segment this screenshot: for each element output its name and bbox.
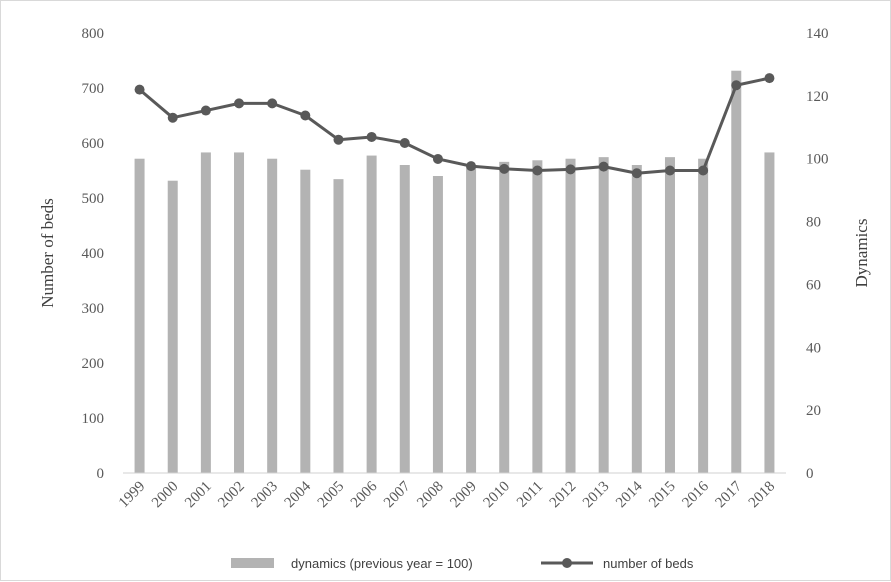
bar-series [134, 70, 775, 474]
bar [466, 165, 477, 473]
left-tick-label: 300 [82, 301, 105, 317]
x-tick-label: 2007 [381, 478, 414, 511]
bar [200, 152, 211, 473]
x-tick-label: 2016 [679, 478, 712, 511]
bar [366, 155, 377, 474]
legend-bar-swatch [231, 558, 274, 568]
bar [698, 158, 709, 473]
bar [532, 160, 543, 474]
line-point [664, 165, 675, 176]
x-tick-label: 2012 [547, 479, 580, 512]
x-tick-label: 2018 [746, 479, 779, 512]
bar [731, 70, 742, 473]
right-tick-label: 100 [806, 152, 829, 168]
line-point [167, 112, 178, 123]
bar [598, 157, 609, 473]
bar [664, 157, 675, 473]
bar [499, 161, 510, 473]
x-tick-label: 2010 [481, 479, 514, 512]
x-tick-label: 2001 [182, 479, 215, 512]
legend-bar-label: dynamics (previous year = 100) [291, 556, 473, 571]
bar [432, 176, 443, 473]
x-tick-label: 2005 [315, 479, 348, 512]
line-point [300, 110, 311, 121]
line-point [565, 164, 576, 175]
bar [300, 169, 311, 473]
line-point [532, 165, 543, 176]
left-tick-label: 800 [82, 26, 105, 42]
x-tick-label: 2011 [514, 479, 546, 511]
x-tick-label: 2003 [248, 479, 281, 512]
left-tick-label: 200 [82, 356, 105, 372]
bar [134, 158, 145, 473]
bar [399, 165, 410, 473]
y2-axis-title: Dynamics [852, 219, 871, 288]
left-tick-label: 700 [82, 81, 105, 97]
bar [234, 152, 245, 473]
line-point [466, 161, 477, 172]
x-tick-label: 2004 [282, 478, 315, 511]
line-point [200, 105, 211, 116]
bar [333, 179, 344, 473]
right-tick-label: 140 [806, 26, 829, 42]
x-tick-label: 2002 [215, 479, 248, 512]
bar [631, 165, 642, 473]
line-point [134, 84, 145, 95]
line-point [399, 138, 410, 148]
x-tick-label: 2017 [713, 478, 746, 511]
legend-line-label: number of beds [603, 556, 694, 571]
right-tick-label: 0 [806, 466, 814, 482]
line-path [138, 76, 770, 175]
left-tick-label: 100 [82, 411, 105, 427]
bar [764, 152, 775, 473]
x-axis-ticks: 1999 2000 2001 2002 2003 2004 2005 2006 2007 2008… [116, 478, 778, 511]
line-point [731, 80, 742, 91]
line-point [432, 153, 443, 164]
line-point [764, 73, 775, 84]
legend: dynamics (previous year = 100) number of… [231, 556, 694, 571]
x-tick-label: 1999 [116, 479, 149, 512]
x-tick-label: 2015 [646, 479, 679, 512]
line-point [267, 98, 278, 109]
left-tick-label: 600 [82, 136, 105, 152]
bar [267, 158, 278, 473]
line-point [499, 163, 510, 174]
right-tick-label: 120 [806, 89, 829, 105]
left-tick-label: 500 [82, 191, 105, 207]
x-tick-label: 2008 [414, 479, 447, 512]
right-tick-label: 80 [806, 215, 821, 231]
line-point [698, 165, 709, 176]
y-axis-title: Number of beds [38, 198, 57, 308]
x-tick-label: 2013 [580, 479, 613, 512]
bar [565, 158, 576, 473]
left-axis-ticks: 0 100 200 300 400 500 600 700 800 [82, 26, 105, 482]
x-tick-label: 2000 [149, 479, 182, 512]
bar [167, 180, 178, 473]
legend-line-marker [562, 558, 572, 568]
line-series [134, 73, 775, 179]
line-point [598, 161, 609, 172]
left-tick-label: 0 [97, 466, 105, 482]
x-tick-label: 2014 [613, 478, 646, 511]
x-tick-label: 2009 [447, 479, 480, 512]
line-point [366, 131, 377, 142]
right-axis-ticks: 0 20 40 60 80 100 120 140 [806, 26, 829, 482]
line-point [234, 98, 245, 109]
right-tick-label: 20 [806, 403, 821, 419]
line-point [631, 168, 642, 179]
x-tick-label: 2006 [348, 478, 381, 511]
left-tick-label: 400 [82, 246, 105, 262]
right-tick-label: 40 [806, 340, 821, 356]
line-point [333, 134, 344, 145]
right-tick-label: 60 [806, 277, 821, 293]
